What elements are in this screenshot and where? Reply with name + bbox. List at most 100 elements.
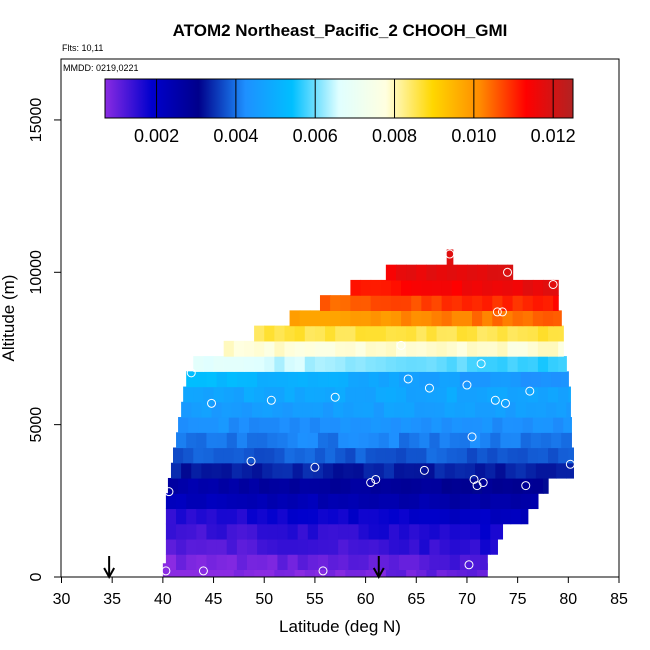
heatmap-cell [520,432,532,449]
heatmap-cell [380,310,392,327]
heatmap-cell [510,371,522,388]
observation-point [462,380,472,390]
heatmap-cell [537,386,549,403]
heatmap-cell [431,295,443,311]
heatmap-cell [411,310,422,327]
heatmap-cell [201,462,213,479]
heatmap-cell [218,417,230,433]
heatmap-cell [532,310,544,327]
flight-marker-arrow [372,556,385,580]
heatmap-cell [178,477,189,494]
heatmap-cell [170,462,182,479]
heatmap-cell [525,401,537,418]
heatmap-cell [419,432,431,449]
heatmap-cell [470,523,481,540]
heatmap-cell [350,295,362,311]
heatmap-cell [456,264,468,281]
heatmap-cell [267,432,279,449]
heatmap-cell [553,417,564,433]
heatmap-cell [487,325,498,342]
heatmap-cell [558,325,564,342]
heatmap-cell [264,325,275,342]
heatmap-cell [216,493,228,510]
heatmap-cell [267,523,279,540]
heatmap-cell [480,371,491,388]
heatmap-cell [198,417,210,433]
heatmap-cell [338,508,349,525]
heatmap-cell [396,563,407,577]
heatmap-cell [186,508,197,525]
heatmap-cell [203,386,215,403]
heatmap-cell [449,554,461,570]
heatmap-cell [388,554,400,570]
heatmap-cell [439,432,451,449]
heatmap-cell [380,417,392,433]
observation-point [525,386,535,396]
heatmap-cell [548,340,559,357]
heatmap-cell [532,417,544,433]
heatmap-cell [409,523,420,540]
heatmap-cell [436,340,448,357]
heatmap-cell [317,554,329,570]
heatmap-cell [385,563,397,577]
heatmap-cell [165,523,177,540]
heatmap-cell [338,432,349,449]
heatmap-cell [325,356,336,372]
heatmap-cell [348,554,360,570]
heatmap-cell [254,563,265,577]
x-tick-label: 60 [357,591,375,608]
heatmap-cell [537,325,549,342]
heatmap-cell [434,401,446,418]
heatmap-cell [515,462,527,479]
heatmap-cell [449,523,461,540]
heatmap-cell [497,356,509,372]
heatmap-cell [466,356,478,372]
colorbar-tick-label: 0.006 [293,126,338,146]
heatmap-cell [472,279,483,296]
heatmap-cell [254,325,265,342]
heatmap-cell [287,508,299,525]
heatmap-cell [277,554,289,570]
heatmap-cell [297,554,309,570]
heatmap-cell [328,538,339,555]
heatmap-cell [449,538,461,555]
observation-point [500,398,510,408]
heatmap-cell [325,447,336,464]
heatmap-cell [419,523,431,540]
heatmap-cell [277,371,289,388]
colorbar-tick-label: 0.008 [372,126,417,146]
heatmap-cell [487,447,498,464]
heatmap-cell [466,563,478,577]
heatmap-cell [338,538,349,555]
heatmap-cell [304,563,316,577]
heatmap-cell [426,447,438,464]
heatmap-cell [373,401,385,418]
heatmap-cell [196,432,208,449]
heatmap-cell [284,563,296,577]
heatmap-cell [456,325,468,342]
heatmap-cell [500,432,512,449]
heatmap-cell [470,432,481,449]
heatmap-cell [236,432,248,449]
heatmap-cell [461,417,473,433]
heatmap-cell [388,371,400,388]
heatmap-cell [236,493,248,510]
heatmap-cell [492,417,504,433]
heatmap-cell [561,371,569,388]
heatmap-cell [287,554,299,570]
heatmap-cell [441,295,453,311]
heatmap-cell [461,279,473,296]
heatmap-cell [186,538,197,555]
heatmap-cell [208,417,220,433]
heatmap-cell [355,563,367,577]
x-tick-label: 65 [407,591,425,608]
heatmap-cell [348,432,360,449]
heatmap-cell [289,417,301,433]
heatmap-cell [507,356,519,372]
heatmap-cell [238,477,250,494]
heatmap-cell [267,538,279,555]
heatmap-cell [319,477,331,494]
observation-point [445,249,455,259]
heatmap-cell [380,477,392,494]
heatmap-cell [502,417,514,433]
